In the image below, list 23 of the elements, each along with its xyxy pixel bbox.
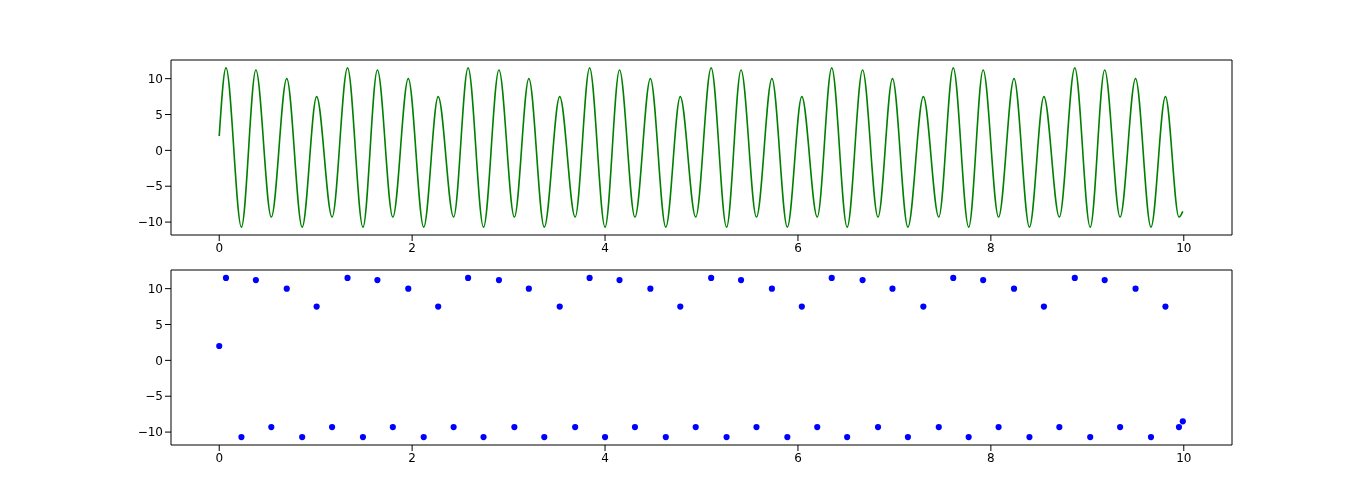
- y-tick-label: 10: [147, 71, 163, 86]
- x-tick-label: 4: [601, 450, 609, 465]
- y-tick-label: 10: [147, 281, 163, 296]
- y-tick-label: 5: [155, 317, 163, 332]
- y-tick-label: −5: [145, 179, 163, 194]
- x-tick-label: 6: [794, 240, 802, 255]
- x-tick-label: 10: [1176, 240, 1192, 255]
- x-tick-label: 0: [215, 450, 224, 465]
- line-series: [218, 67, 1184, 228]
- y-tick-label: −10: [137, 425, 163, 440]
- y-tick-label: 5: [155, 107, 163, 122]
- x-tick-label: 8: [987, 240, 995, 255]
- x-tick-label: 0: [215, 240, 224, 255]
- x-tick-label: 4: [601, 240, 609, 255]
- y-tick-label: −10: [137, 215, 163, 230]
- x-tick-label: 6: [794, 450, 802, 465]
- y-tick-label: 0: [155, 143, 163, 158]
- y-tick-label: 0: [155, 353, 163, 368]
- y-tick-label: −5: [145, 389, 163, 404]
- x-tick-label: 8: [987, 450, 995, 465]
- x-tick-label: 10: [1176, 450, 1192, 465]
- x-tick-label: 2: [408, 240, 416, 255]
- x-tick-label: 2: [408, 450, 416, 465]
